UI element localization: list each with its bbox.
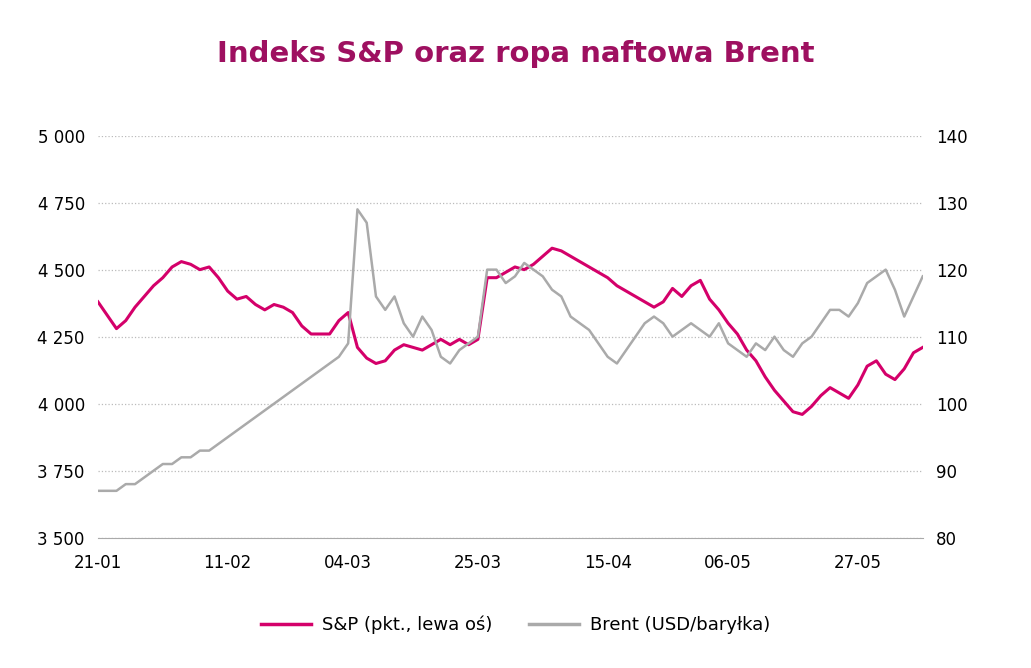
Text: Indeks S&P oraz ropa naftowa Brent: Indeks S&P oraz ropa naftowa Brent: [217, 40, 814, 68]
Legend: S&P (pkt., lewa oś), Brent (USD/baryłka): S&P (pkt., lewa oś), Brent (USD/baryłka): [254, 608, 777, 641]
